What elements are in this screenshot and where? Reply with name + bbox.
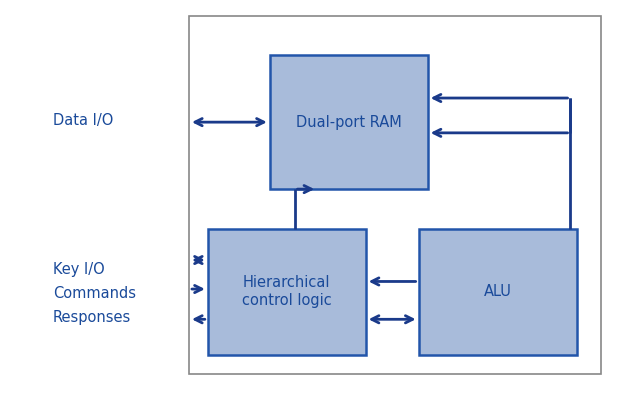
Text: Key I/O: Key I/O <box>53 262 104 277</box>
Text: Dual-port RAM: Dual-port RAM <box>296 115 402 130</box>
Text: Hierarchical
control logic: Hierarchical control logic <box>242 275 332 308</box>
Text: ALU: ALU <box>484 284 512 299</box>
Text: Commands: Commands <box>53 286 136 301</box>
Bar <box>208 229 366 355</box>
Bar <box>189 16 601 374</box>
Bar <box>270 55 428 189</box>
Text: Responses: Responses <box>53 310 131 325</box>
Text: Data I/O: Data I/O <box>53 113 113 128</box>
Bar <box>418 229 577 355</box>
